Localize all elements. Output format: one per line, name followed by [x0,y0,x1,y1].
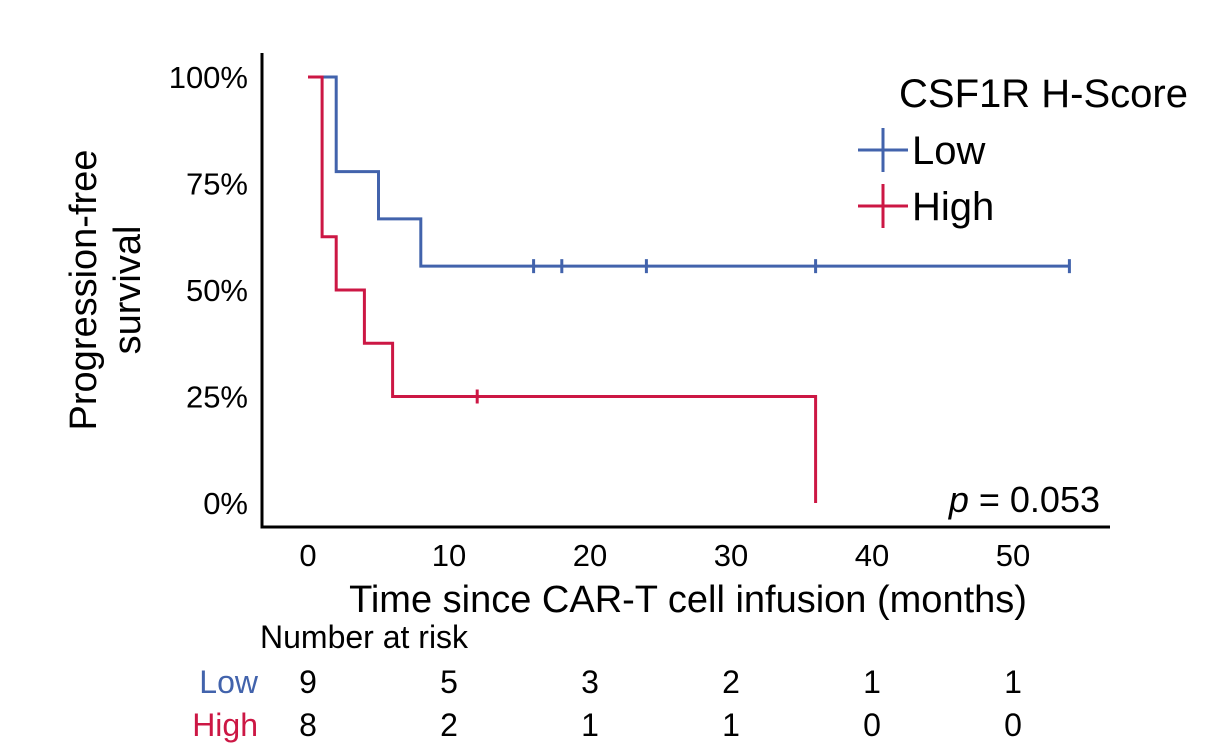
risk-row-label: High [192,707,258,743]
y-tick-labels: 0% 25% 50% 75% 100% [169,60,248,521]
x-tick-label: 50 [996,538,1030,573]
y-tick-label: 75% [186,167,248,202]
risk-count: 8 [299,707,317,743]
axes [260,53,1110,529]
legend-item-high: High [858,184,994,229]
legend: CSF1R H-Score Low High [858,72,1188,229]
risk-count: 0 [863,707,881,743]
legend-label: Low [912,129,985,173]
x-tick-label: 20 [573,538,607,573]
p-value-symbol: p [948,479,969,520]
p-value-annotation: p = 0.053 [948,479,1100,520]
risk-count: 2 [722,664,740,700]
risk-count: 2 [440,707,458,743]
survival-curves [308,75,1071,503]
risk-row-label: Low [199,664,259,700]
x-tick-label: 30 [714,538,748,573]
risk-count: 1 [581,707,599,743]
p-value-text: = 0.053 [969,479,1100,520]
y-tick-label: 25% [186,380,248,415]
y-tick-label: 50% [186,273,248,308]
risk-table-title: Number at risk [260,619,469,655]
risk-count: 0 [1004,707,1022,743]
risk-count: 1 [1004,664,1022,700]
x-tick-label: 40 [855,538,889,573]
x-tick-label: 10 [432,538,466,573]
curve-low [308,75,1070,268]
risk-row-high: High 8 2 1 1 0 0 [192,707,1022,743]
y-axis-title-line2: survival [107,226,149,355]
risk-count: 5 [440,664,458,700]
y-axis-title: Progression-free survival [63,150,149,431]
x-tick-labels: 0 10 20 30 40 50 [299,538,1030,573]
risk-count: 9 [299,664,317,700]
x-axis-title: Time since CAR-T cell infusion (months) [349,579,1027,621]
risk-count: 1 [863,664,881,700]
risk-row-low: Low 9 5 3 2 1 1 [199,664,1022,700]
legend-label: High [912,185,994,229]
curve-high [308,75,818,503]
y-axis-title-line1: Progression-free [63,150,105,431]
y-tick-label: 100% [169,60,248,95]
risk-count: 3 [581,664,599,700]
legend-item-low: Low [858,128,985,173]
y-tick-label: 0% [203,486,248,521]
risk-count: 1 [722,707,740,743]
legend-title: CSF1R H-Score [899,72,1188,116]
risk-table: Low 9 5 3 2 1 1 High 8 2 1 1 0 0 [192,664,1022,743]
x-tick-label: 0 [299,538,316,573]
